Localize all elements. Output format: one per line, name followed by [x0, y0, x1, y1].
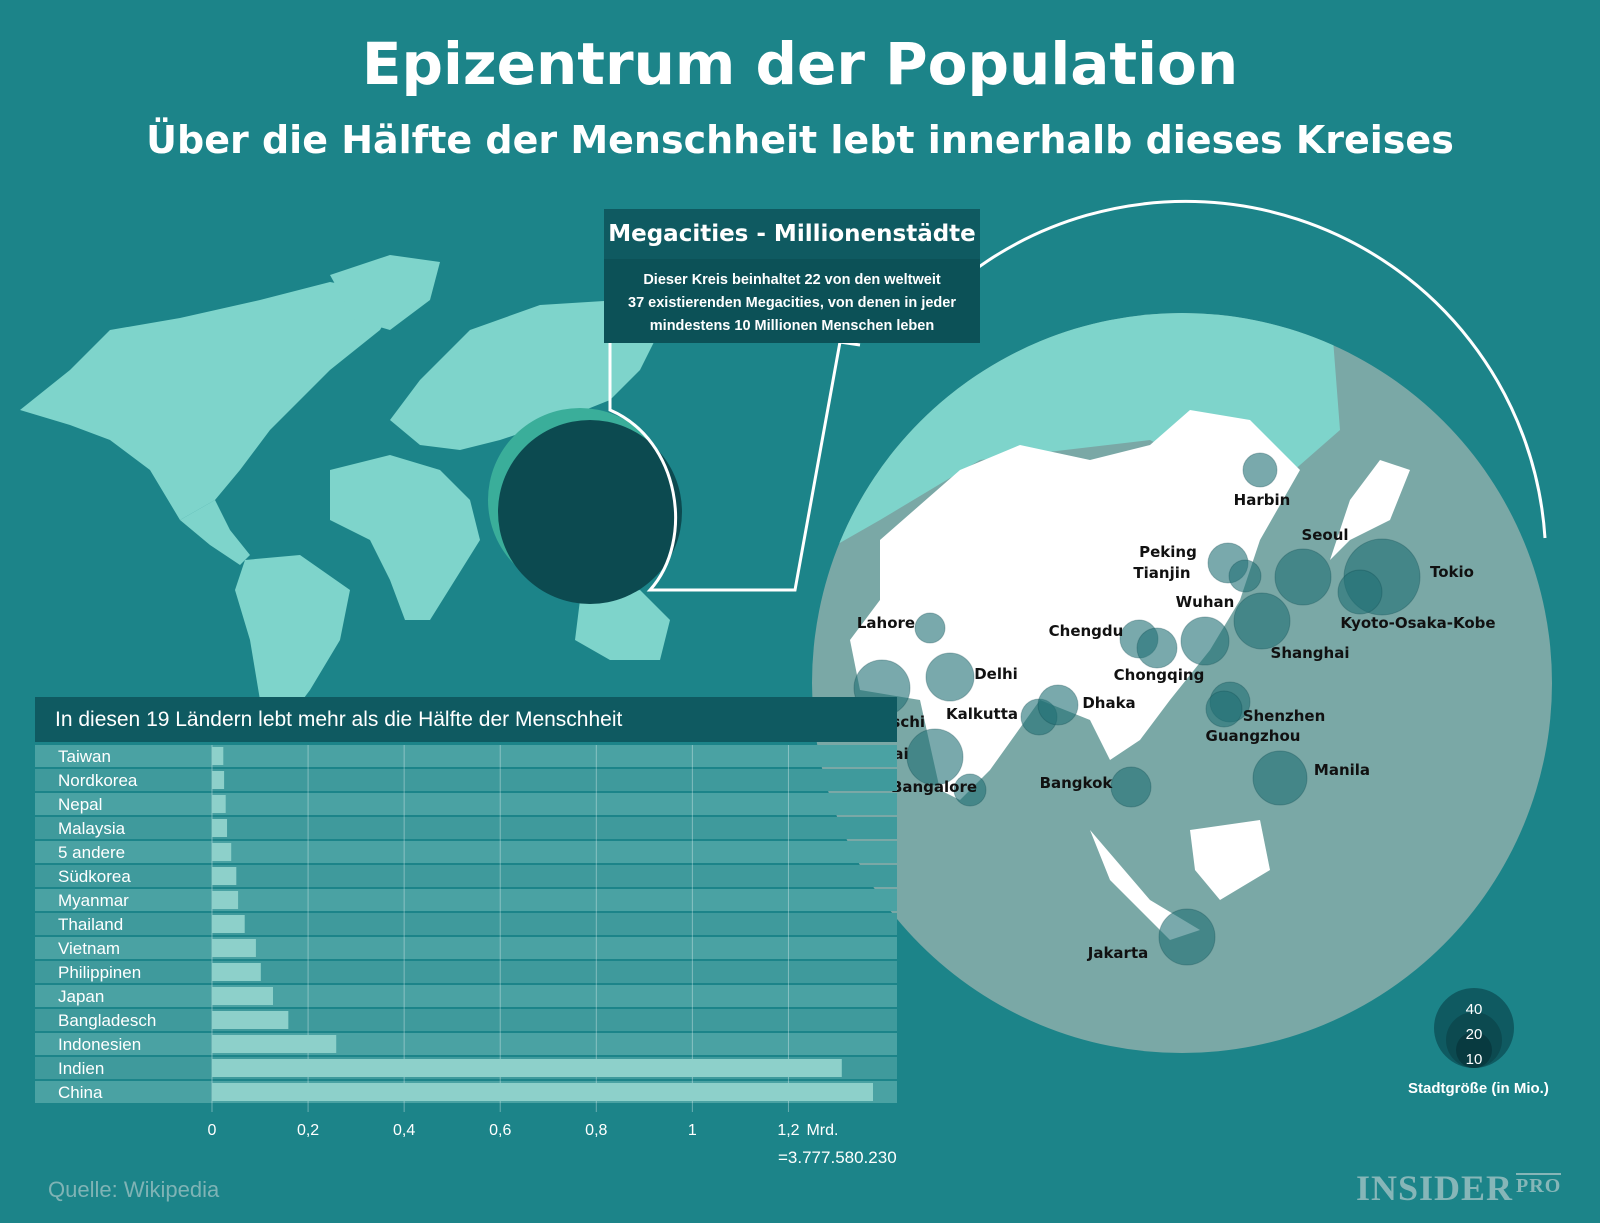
city-label: Kalkutta: [946, 705, 1018, 723]
south-america-landmass: [235, 555, 350, 730]
megacities-heading: Megacities - Millionenstädte: [604, 209, 980, 259]
city-label: Dhaka: [1082, 694, 1135, 712]
city-bubble: [1252, 750, 1308, 806]
city-label: Manila: [1314, 761, 1370, 779]
city-bubble: [1205, 690, 1243, 728]
europe-asia-landmass: [390, 300, 660, 450]
source-note: Quelle: Wikipedia: [48, 1177, 220, 1202]
city-label: Lahore: [857, 614, 915, 632]
city-bubble: [1136, 627, 1178, 669]
city-label: Kyoto-Osaka-Kobe: [1340, 614, 1495, 632]
africa-landmass: [330, 455, 480, 620]
city-bubble: [1233, 592, 1291, 650]
size-legend: 40 20 10: [1434, 988, 1514, 1068]
city-bubble: [1242, 452, 1278, 488]
connector-arc: [908, 199, 1547, 539]
legend-label-10: 10: [1466, 1051, 1483, 1068]
city-label: Jakarta: [1087, 944, 1149, 962]
zoom-borneo: [1190, 820, 1270, 900]
zoom-japan: [1330, 460, 1410, 560]
city-bubble: [925, 652, 975, 702]
world-map: [20, 255, 670, 730]
connector-line: [608, 262, 861, 592]
city-label: Guangzhou: [1206, 727, 1301, 745]
city-bubble: [1180, 616, 1230, 666]
greenland-landmass: [330, 255, 440, 330]
city-bubble: [1337, 569, 1383, 615]
legend-label-20: 20: [1466, 1026, 1483, 1043]
bar-chart-title: In diesen 19 Ländern lebt mehr als die H…: [35, 697, 897, 742]
city-label: Delhi: [974, 665, 1018, 683]
city-label: Harbin: [1234, 491, 1291, 509]
city-label: Peking: [1139, 543, 1197, 561]
city-bubble: [914, 612, 946, 644]
megacities-description: Dieser Kreis beinhaltet 22 von den weltw…: [604, 259, 980, 343]
megacities-line: mindestens 10 Millionen Menschen leben: [649, 318, 935, 334]
central-america-landmass: [180, 500, 250, 565]
megacities-line: Dieser Kreis beinhaltet 22 von den weltw…: [643, 272, 941, 288]
city-label: Chengdu: [1049, 622, 1124, 640]
zoom-asia-mainland: [850, 410, 1300, 800]
city-label: Mumbai: [841, 745, 908, 763]
city-label: Shanghai: [1271, 644, 1350, 662]
city-bubble: [1274, 548, 1332, 606]
logo-sup: PRO: [1516, 1173, 1562, 1197]
city-bubble: [1110, 766, 1152, 808]
city-label: Bangkok: [1040, 774, 1114, 792]
city-label: Tokio: [1430, 563, 1474, 581]
city-bubble: [953, 773, 987, 807]
north-america-landmass: [20, 282, 400, 520]
megacities-info-box: Megacities - Millionenstädte Dieser Krei…: [604, 209, 980, 343]
page-title: Epizentrum der Population: [361, 30, 1239, 98]
city-label: Seoul: [1301, 526, 1348, 544]
city-label: Shenzhen: [1243, 707, 1326, 725]
city-bubble: [1037, 684, 1079, 726]
city-label: Chongqing: [1114, 666, 1205, 684]
city-label: Tianjin: [1133, 564, 1190, 582]
city-bubble: [906, 728, 964, 786]
megacities-line: 37 existierenden Megacities, von denen i…: [628, 295, 956, 311]
logo-main: INSIDER: [1356, 1168, 1514, 1208]
total-population: =3.777.580.230: [778, 1148, 897, 1167]
legend-circle-10: [1456, 1032, 1492, 1068]
city-label: Wuhan: [1176, 593, 1235, 611]
city-bubble: [1228, 559, 1262, 593]
legend-label-40: 40: [1466, 1001, 1483, 1018]
legend-caption: Stadtgröße (in Mio.): [1408, 1080, 1549, 1097]
insider-pro-logo: INSIDER PRO: [1356, 1167, 1562, 1209]
page-subtitle: Über die Hälfte der Menschheit lebt inne…: [146, 118, 1454, 162]
epicenter-circle-dark: [498, 420, 682, 604]
city-label: Bangalore: [891, 778, 977, 796]
city-bubble: [1158, 908, 1216, 966]
australia-landmass: [575, 590, 670, 660]
